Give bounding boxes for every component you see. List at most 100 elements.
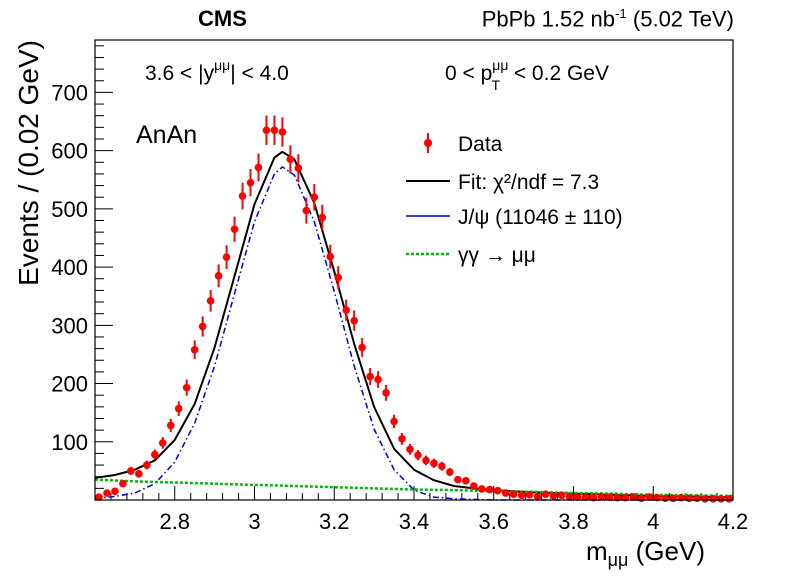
data-point [597, 492, 606, 501]
data-point [629, 493, 638, 501]
data-point [533, 492, 542, 501]
data-point [127, 467, 135, 475]
legend-label: J/ψ (11046 ± 110) [458, 206, 623, 229]
data-point [166, 421, 175, 430]
data-point [174, 404, 183, 413]
data-point [725, 495, 733, 503]
pt-annotation: 0 < pμμ T < 0.2 GeV [445, 57, 609, 93]
data-point [573, 493, 582, 501]
legend: Data Fit: χ²/ndf = 7.3 J/ψ (11046 ± 110) γγ… [406, 133, 623, 267]
tick-labels: 2.8 3 3.2 3.4 3.6 3.8 4 4.2 100 200 300 400 500 600 70… [13, 40, 748, 570]
chart-annotations: 3.6 < |yμμ| < 4.0 0 < pμμ T < 0.2 GeV AnAn [136, 57, 609, 149]
y-tick-label: 500 [51, 197, 88, 222]
data-point [422, 456, 430, 465]
data-point [254, 163, 263, 172]
data-point [302, 206, 311, 215]
y-tick-label: 300 [51, 313, 88, 338]
y-tick-label: 600 [51, 139, 88, 164]
data-point [390, 417, 398, 426]
experiment-label: CMS [198, 6, 247, 31]
data-point [414, 451, 422, 459]
data-point [605, 493, 614, 501]
y-tick-label: 700 [51, 80, 88, 105]
data-point [709, 495, 717, 503]
y-tick-label: 100 [51, 430, 88, 455]
data-point [406, 445, 414, 454]
data-point [645, 493, 654, 501]
data-point [270, 126, 279, 135]
series-line [94, 478, 734, 498]
data-point [517, 491, 526, 500]
x-tick-label: 3.2 [319, 509, 350, 534]
x-tick-label: 3.6 [478, 509, 509, 534]
x-tick-label: 4.2 [718, 509, 749, 534]
y-tick-label: 200 [51, 372, 88, 397]
data-point [198, 322, 207, 331]
data-point [549, 492, 558, 500]
data-point [637, 494, 646, 503]
data-point [334, 273, 343, 282]
data-point [669, 494, 677, 503]
data-point [206, 297, 215, 305]
data-point [111, 487, 119, 496]
data-point [661, 494, 670, 503]
data-point [262, 126, 271, 135]
data-point [119, 479, 127, 488]
data-point [95, 493, 103, 501]
x-tick-label: 3 [248, 509, 260, 534]
y-tick-label: 400 [51, 255, 88, 280]
data-point [342, 306, 351, 314]
legend-label-data: Data [458, 133, 503, 156]
data-point [294, 164, 303, 172]
data-point [493, 486, 502, 495]
data-point [318, 213, 327, 222]
data-point [374, 375, 382, 384]
data-point [501, 489, 510, 497]
plot-frame [94, 39, 734, 501]
data-point [238, 192, 247, 200]
legend-label: γγ → μμ [458, 244, 536, 267]
data-point [103, 489, 111, 497]
rapidity-annotation: 3.6 < |yμμ| < 4.0 [145, 57, 289, 85]
data-point [158, 439, 167, 447]
data-point [135, 469, 143, 478]
data-point [143, 461, 151, 469]
luminosity-label: PbPb 1.52 nb-1 (5.02 TeV) [482, 6, 734, 32]
data-points [95, 115, 733, 503]
data-point [430, 459, 438, 468]
data-point [438, 462, 446, 471]
chart-curves [94, 150, 734, 501]
data-point [525, 490, 534, 499]
x-tick-label: 4 [647, 509, 659, 534]
data-point [565, 492, 574, 501]
data-point [446, 468, 454, 476]
data-point [366, 372, 374, 381]
data-point [278, 128, 287, 136]
lumi-text: PbPb 1.52 nb [481, 6, 616, 32]
legend-label: Fit: χ²/ndf = 7.3 [458, 171, 599, 194]
data-point [541, 490, 550, 498]
data-point [151, 450, 159, 459]
data-point [246, 178, 255, 187]
data-point [358, 343, 366, 352]
data-point [182, 383, 191, 392]
data-point [693, 494, 701, 503]
axis-ticks [94, 45, 734, 500]
category-annotation: AnAn [136, 121, 197, 149]
data-point [717, 495, 725, 503]
data-point [190, 345, 199, 354]
legend-data-marker [424, 139, 432, 147]
x-tick-label: 2.8 [159, 509, 190, 534]
x-tick-label: 3.8 [558, 509, 589, 534]
data-point [230, 225, 239, 234]
data-point [701, 495, 709, 503]
series-line [94, 166, 733, 501]
data-point [398, 435, 406, 443]
data-point [470, 482, 478, 490]
energy-text: (5.02 TeV) [632, 6, 734, 32]
data-point [214, 272, 223, 280]
data-point [685, 494, 693, 503]
y-axis-title: Events / (0.02 GeV) [13, 40, 44, 286]
data-point [310, 193, 319, 202]
